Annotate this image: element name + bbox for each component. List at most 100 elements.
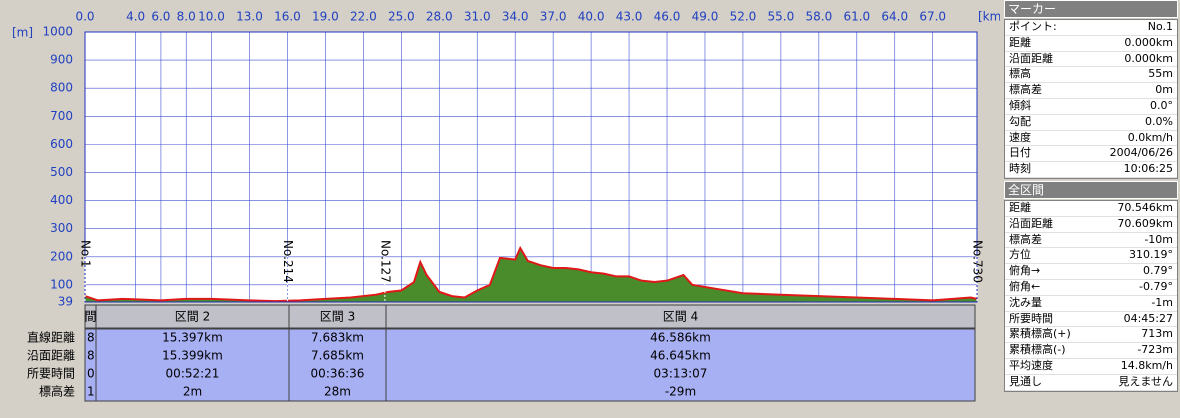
section-value: 46.645km <box>650 349 711 363</box>
row-value: 10:06:25 <box>1123 162 1173 176</box>
row-label: 累積標高(-) <box>1009 343 1066 357</box>
row-value: 713m <box>1141 327 1173 341</box>
section-title: 区間 3 <box>320 310 355 324</box>
panel-row: 沿面距離 0.000km <box>1005 52 1177 68</box>
row-label: 沈み量 <box>1009 295 1042 309</box>
row-value: 0.0° <box>1150 98 1173 112</box>
section-value: 7.683km <box>311 331 364 345</box>
chart: [m] [km] 3910020030040050060070080090010… <box>12 10 1000 402</box>
panel-row: 俯角→ 0.79° <box>1005 264 1177 280</box>
row-label: 速度 <box>1009 130 1031 144</box>
y-tick-label: 39 <box>58 295 73 309</box>
panel-row: 距離 0.000km <box>1005 36 1177 52</box>
row-label: 見通し <box>1009 374 1042 388</box>
row-value: 04:45:27 <box>1123 311 1173 325</box>
y-tick-label: 500 <box>50 165 73 179</box>
elevation-line <box>84 245 978 303</box>
section-value: 00:52:21 <box>166 367 220 381</box>
panel-body: 距離 70.546km 沿面距離 70.609km 標高差 -10m 方位 310.19° 俯角… <box>1004 199 1178 392</box>
y-tick-label: 1000 <box>42 25 73 39</box>
elevation-area <box>85 248 977 302</box>
row-label: 標高差 <box>1009 232 1042 246</box>
row-value: 14.8km/h <box>1120 358 1173 372</box>
panel-row: 傾斜 0.0° <box>1005 99 1177 115</box>
section-value: 1 <box>87 385 95 399</box>
row-label: 標高 <box>1009 67 1031 81</box>
section-value: 28m <box>324 385 351 399</box>
panel-row: 沈み量 -1m <box>1005 296 1177 312</box>
panel-row: 沿面距離 70.609km <box>1005 217 1177 233</box>
x-tick-label: 28.0 <box>426 10 453 24</box>
y-tick-label: 800 <box>50 81 73 95</box>
row-label: 傾斜 <box>1009 98 1031 112</box>
x-tick-label: 13.0 <box>236 10 263 24</box>
x-tick-label: 67.0 <box>919 10 946 24</box>
row-label: 標高差 <box>39 384 75 399</box>
panel-row: 時刻 10:06:25 <box>1005 162 1177 178</box>
section-value: 03:13:07 <box>654 367 708 381</box>
x-tick-label: 8.0 <box>177 10 196 24</box>
row-value: 310.19° <box>1129 248 1173 262</box>
x-tick-label: 52.0 <box>730 10 757 24</box>
panel-row: 平均速度 14.8km/h <box>1005 359 1177 375</box>
row-value: 0.79° <box>1143 264 1173 278</box>
section-value: 46.586km <box>650 331 711 345</box>
row-label: 標高差 <box>1009 83 1042 97</box>
side-panel: マーカー ポイント: No.1 距離 0.000km 沿面距離 0.000km 標高 55m 標高… <box>1004 0 1178 394</box>
row-label: 沿面距離 <box>1009 51 1053 65</box>
panel-row: 標高 55m <box>1005 67 1177 84</box>
section-value: -29m <box>665 385 696 399</box>
row-value: -1m <box>1151 295 1173 309</box>
marker-label: No.1 <box>79 240 93 268</box>
row-value: 70.546km <box>1117 200 1173 214</box>
row-label: 俯角→ <box>1009 264 1041 278</box>
row-label: 距離 <box>1009 200 1031 214</box>
y-tick-label: 600 <box>50 137 73 151</box>
section-body <box>95 328 290 402</box>
section-body <box>385 328 976 402</box>
row-label: 時刻 <box>1009 162 1031 176</box>
row-value: 0m <box>1155 83 1173 97</box>
panel-title: 全区間 <box>1004 180 1178 199</box>
marker-label: No.127 <box>378 240 392 283</box>
y-tick-label: 300 <box>50 221 73 235</box>
row-value: 0.0km/h <box>1127 130 1173 144</box>
panel-row: 勾配 0.0% <box>1005 115 1177 131</box>
x-tick-label: 58.0 <box>805 10 832 24</box>
x-tick-label: 16.0 <box>274 10 301 24</box>
panel-row: 標高差 -10m <box>1005 233 1177 249</box>
marker-label: No.730 <box>971 240 985 283</box>
row-label: 日付 <box>1009 146 1031 160</box>
y-tick-label: 700 <box>50 109 73 123</box>
panel-row: 累積標高(-) -723m <box>1005 343 1177 359</box>
marker-label: No.214 <box>281 240 295 283</box>
panel-row: ポイント: No.1 <box>1005 20 1177 36</box>
section-value: 00:36:36 <box>311 367 365 381</box>
x-tick-label: 55.0 <box>768 10 795 24</box>
x-tick-label: 19.0 <box>312 10 339 24</box>
row-value: 55m <box>1148 67 1173 81</box>
x-tick-label: 40.0 <box>578 10 605 24</box>
row-label: 所要時間 <box>27 367 75 381</box>
x-tick-label: 25.0 <box>388 10 415 24</box>
x-tick-label: 6.0 <box>151 10 170 24</box>
panel-row: 俯角← -0.79° <box>1005 280 1177 296</box>
x-tick-label: 64.0 <box>881 10 908 24</box>
section-value: 7.685km <box>311 349 364 363</box>
row-label: 俯角← <box>1009 279 1041 293</box>
row-label: 方位 <box>1009 248 1031 262</box>
row-value: -0.79° <box>1139 279 1173 293</box>
row-label: 距離 <box>1009 35 1031 49</box>
section-value: 2m <box>183 385 202 399</box>
x-tick-label: 37.0 <box>540 10 567 24</box>
x-tick-label: 22.0 <box>350 10 377 24</box>
row-label: ポイント: <box>1009 20 1057 33</box>
x-tick-label: 0.0 <box>75 10 94 24</box>
plot-border <box>84 31 978 303</box>
y-unit: [m] <box>12 26 33 40</box>
x-tick-label: 31.0 <box>464 10 491 24</box>
x-tick-label: 43.0 <box>616 10 643 24</box>
row-value: No.1 <box>1147 20 1173 33</box>
panel-row: 所要時間 04:45:27 <box>1005 312 1177 328</box>
